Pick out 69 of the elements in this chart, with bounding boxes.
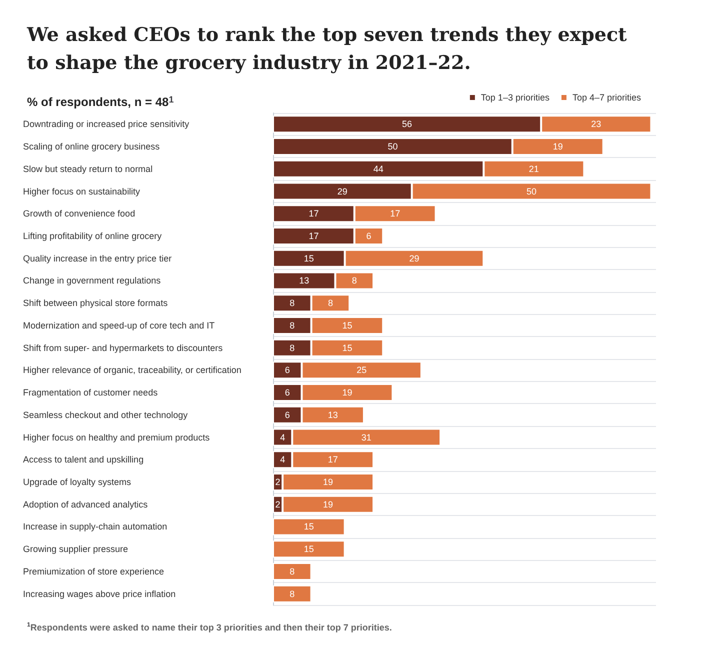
data-label: 8 — [290, 342, 295, 353]
y-tick-label: Adoption of advanced analytics — [23, 499, 148, 510]
data-label: 44 — [373, 164, 384, 174]
data-label: 6 — [284, 365, 290, 376]
y-tick-label: Higher focus on healthy and premium products — [23, 432, 210, 442]
data-label: 8 — [328, 298, 333, 308]
y-tick-label: Quality increase in the entry price tier — [23, 253, 172, 264]
data-label: 6 — [284, 388, 290, 398]
data-label: 6 — [284, 410, 290, 420]
y-tick-label: Fragmentation of customer needs — [23, 388, 158, 398]
legend-label: Top 1–3 priorities — [480, 92, 550, 102]
data-label: 19 — [323, 499, 334, 510]
data-label: 4 — [280, 432, 286, 442]
data-label: 4 — [280, 454, 286, 465]
y-tick-label: Downtrading or increased price sensitivity — [23, 119, 190, 130]
y-tick-label: Upgrade of loyalty systems — [23, 477, 132, 487]
bar — [273, 562, 312, 580]
legend-label: Top 4–7 priorities — [572, 92, 642, 102]
bar — [273, 540, 345, 558]
y-tick-label: Increase in supply-chain automation — [23, 522, 168, 532]
data-label: 6 — [366, 231, 372, 241]
y-tick-label: Higher focus on sustainability — [23, 186, 141, 196]
y-tick-label: Premiumization of store experience — [23, 566, 164, 576]
y-tick-label: Growth of convenience food — [23, 208, 136, 219]
data-label: 19 — [552, 142, 563, 152]
data-label: 17 — [328, 454, 338, 465]
data-label: 8 — [352, 276, 357, 286]
y-tick-label: Increasing wages above price inflation — [23, 588, 176, 599]
data-label: 29 — [409, 253, 420, 264]
y-tick-label: Slow but steady return to normal — [23, 164, 153, 174]
data-label: 8 — [290, 320, 295, 330]
data-label: 15 — [304, 522, 314, 532]
data-label: 17 — [390, 208, 400, 219]
data-label: 8 — [290, 298, 295, 308]
data-label: 15 — [342, 320, 352, 330]
data-label: 50 — [526, 186, 537, 196]
data-label: 17 — [308, 208, 319, 219]
bar — [273, 585, 312, 602]
data-label: 31 — [361, 432, 372, 442]
y-tick-label: Lifting profitability of online grocery — [23, 231, 162, 241]
data-label: 15 — [304, 253, 314, 264]
data-label: 2 — [275, 477, 280, 487]
data-label: 2 — [275, 499, 280, 510]
chart-title: We asked CEOs to rank the top seven trends they expect to shape the grocery industry in 2021–22. — [26, 24, 634, 74]
data-label: 8 — [290, 566, 295, 576]
y-tick-label: Shift between physical store formats — [23, 298, 168, 308]
data-label: 13 — [328, 410, 338, 420]
y-tick-label: Modernization and speed-up of core tech and IT — [23, 320, 216, 330]
y-tick-label: Change in government regulations — [23, 276, 162, 286]
data-label: 25 — [356, 365, 367, 376]
data-label: 50 — [388, 142, 398, 152]
data-label: 15 — [304, 544, 314, 554]
data-label: 23 — [591, 119, 602, 130]
data-label: 19 — [323, 477, 334, 487]
data-label: 17 — [308, 231, 319, 241]
y-tick-label: Growing supplier pressure — [23, 544, 128, 554]
data-label: 56 — [402, 119, 412, 130]
y-tick-label: Shift from super- and hypermarkets to discounters — [23, 342, 224, 353]
data-label: 15 — [342, 342, 352, 353]
data-label: 8 — [290, 588, 295, 599]
data-label: 13 — [299, 276, 310, 286]
y-tick-label: Seamless checkout and other technology — [23, 410, 188, 420]
y-tick-label: Scaling of online grocery business — [23, 142, 160, 152]
data-label: 19 — [342, 388, 352, 398]
data-label: 21 — [528, 164, 539, 174]
y-tick-label: Access to talent and upskilling — [23, 454, 144, 465]
y-tick-label: Higher relevance of organic, traceability, or certification — [23, 365, 242, 376]
bar — [273, 518, 345, 536]
data-label: 29 — [337, 186, 348, 196]
